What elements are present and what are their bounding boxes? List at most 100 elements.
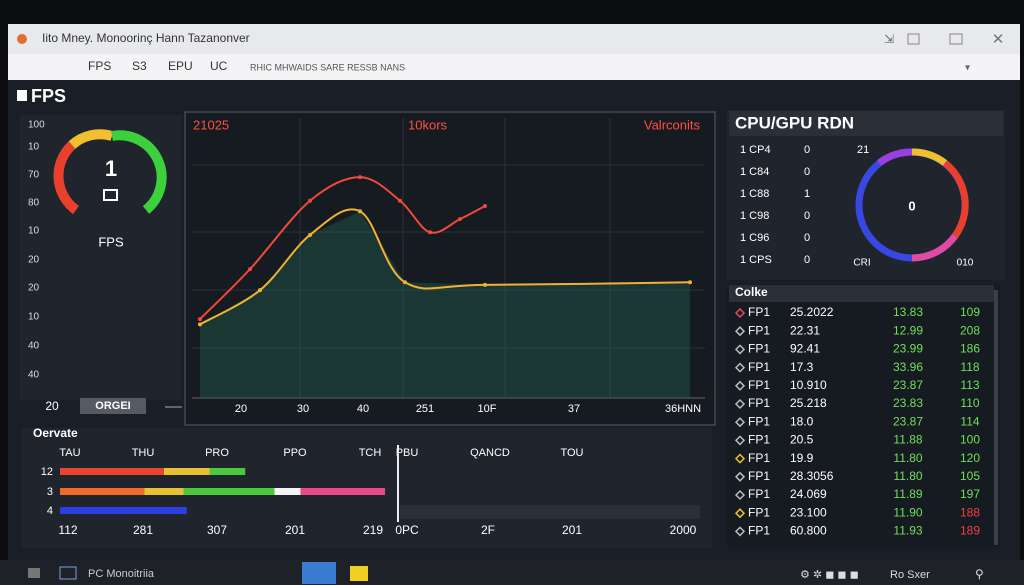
scrollbar[interactable] (994, 290, 998, 545)
column-header: TAU (59, 447, 80, 459)
line-point (198, 317, 202, 322)
line-point (248, 267, 252, 272)
column-header: QANCD (470, 447, 510, 459)
table-rows: FP1 25.2022 13.83 109 FP1 22.31 12.99 208 FP1 92.… (734, 305, 980, 538)
window-title: Iito Mney. Monoorinç Hann Tazanonver (42, 31, 250, 45)
start-button[interactable] (28, 568, 40, 578)
user-icon[interactable]: ⚲ (975, 567, 984, 581)
gauge-caption: FPS (98, 234, 124, 249)
row-b: 11.93 (893, 524, 922, 538)
taskbar-item-blue[interactable] (302, 562, 336, 584)
tab[interactable]: EPU (168, 59, 193, 73)
row-marker (734, 326, 746, 337)
row-b: 23.99 (893, 342, 923, 356)
tab[interactable]: UC (210, 59, 228, 73)
cpu-row-label: 1 C98 (740, 210, 769, 222)
row-c: 100 (960, 433, 980, 447)
cpu-row-label: 1 C96 (740, 232, 769, 244)
window-close[interactable]: ✕ (992, 31, 1005, 48)
cpu-row-value: 0 (804, 210, 810, 222)
cpu-row-value: 0 (804, 166, 810, 178)
gauge-label: 20 (28, 255, 40, 266)
window-pin[interactable]: ⇲ (884, 32, 894, 46)
column-header: TOU (560, 447, 583, 459)
tab[interactable]: FPS (88, 59, 111, 73)
bar-segment (183, 488, 275, 495)
row-marker (734, 398, 746, 410)
taskbar-right: Ro Sxer (890, 569, 930, 581)
cpu-panel (727, 110, 1005, 280)
cpu-row-value: 0 (804, 254, 810, 266)
gauge-button[interactable] (80, 398, 146, 414)
column-header: THU (132, 447, 155, 459)
row-c: 105 (960, 469, 980, 483)
row-name: FP1 (748, 451, 770, 465)
row-name: FP1 (748, 305, 770, 319)
row-c: 109 (960, 305, 980, 319)
tabs: FPS S3 EPU UC (88, 59, 228, 73)
tab-bar (8, 54, 1020, 80)
row-b: 12.99 (893, 323, 923, 337)
column-header: PPO (283, 447, 307, 459)
row-b: 11.80 (893, 469, 922, 483)
ring-center: 0 (908, 198, 915, 213)
row-c: 118 (960, 360, 979, 374)
row-b: 23.83 (893, 396, 923, 410)
row-marker (734, 435, 746, 446)
gauge-icon (103, 189, 118, 201)
row-c: 114 (960, 414, 979, 428)
cpu-header (729, 111, 1003, 136)
row-name: FP1 (748, 378, 770, 392)
row-a: 25.2022 (790, 305, 834, 319)
taskbar-item-yellow[interactable] (350, 566, 368, 581)
line-point (483, 282, 487, 287)
row-marker (734, 417, 746, 428)
row-a: 18.0 (790, 414, 814, 428)
chart-panel (184, 111, 716, 426)
title-bar (8, 24, 1020, 54)
line-point (308, 232, 312, 237)
bar-segment (60, 468, 164, 475)
tray-icons[interactable]: ⚙ ✲ ◼ ◼ ◼ (800, 569, 859, 581)
window-minimize[interactable] (907, 33, 920, 45)
x-label: 37 (568, 403, 580, 415)
row-name: FP1 (748, 505, 770, 519)
cpu-row-value: 0 (804, 232, 810, 244)
footer-label: 2000 (670, 523, 697, 537)
row-c: 188 (960, 505, 980, 519)
row-marker (734, 362, 746, 373)
row-name: FP1 (748, 323, 770, 337)
row-marker (734, 508, 746, 519)
row-name: FP1 (748, 469, 770, 483)
gauge-label: 80 (28, 198, 40, 209)
row-name: FP1 (748, 487, 770, 501)
row-marker (734, 380, 746, 391)
row-marker (734, 344, 746, 355)
cpu-row-label: 1 C84 (740, 166, 769, 178)
gauge-button-label[interactable]: ORGEI (95, 400, 130, 412)
row-a: 24.069 (790, 487, 827, 501)
row-b: 11.90 (893, 505, 922, 519)
section-icon (17, 90, 27, 101)
tab-menu[interactable]: ▾ (965, 63, 970, 74)
table-header (729, 285, 994, 302)
bar-label: 4 (47, 505, 53, 517)
app-icon-taskbar[interactable] (59, 566, 77, 580)
column-header: PRO (205, 447, 229, 459)
window-maximize[interactable] (949, 33, 963, 45)
row-a: 25.218 (790, 396, 827, 410)
footer-label: 112 (58, 523, 77, 537)
line-point (688, 280, 692, 285)
line-point (398, 198, 402, 203)
row-c: 197 (960, 487, 980, 501)
footer-label: 219 (363, 523, 383, 537)
gauge-labels: 100 10 70 80 10 20 20 10 40 40 (28, 120, 45, 381)
tab[interactable]: S3 (132, 59, 147, 73)
cpu-row-label: 1 CPS (740, 254, 772, 266)
taskbar-app[interactable]: PC Monoitriia (88, 568, 155, 580)
row-name: FP1 (748, 396, 770, 410)
row-marker (734, 471, 746, 482)
ring-right-label: 010 (957, 258, 974, 269)
row-b: 11.88 (893, 433, 922, 447)
